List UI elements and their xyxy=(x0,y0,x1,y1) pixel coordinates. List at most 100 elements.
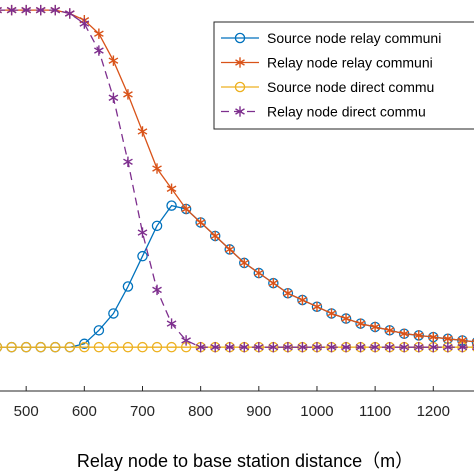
series-3-point xyxy=(108,341,119,353)
series-3-point xyxy=(93,341,105,353)
series-4-point xyxy=(457,341,468,353)
legend: Source node relay communi Relay node rela… xyxy=(213,21,474,130)
x-tick-label: 600 xyxy=(72,403,97,420)
series-line-4 xyxy=(0,9,474,348)
series-4-point xyxy=(384,341,395,353)
series-2-point xyxy=(428,331,439,343)
series-4-point xyxy=(108,92,119,103)
series-2-point xyxy=(370,321,380,333)
series-3-point xyxy=(151,341,163,353)
series-3-point xyxy=(0,342,3,352)
series-2-point xyxy=(152,163,162,174)
series-1-point xyxy=(122,281,134,292)
series-2-point xyxy=(326,308,337,319)
series-3-point xyxy=(64,341,76,353)
series-2-point xyxy=(399,328,410,339)
series-2-point xyxy=(283,288,293,299)
series-3-point xyxy=(122,341,134,353)
series-line-2 xyxy=(0,9,474,343)
series-4-point xyxy=(64,8,75,19)
series-2-point xyxy=(384,325,395,336)
series-4-point xyxy=(370,341,380,353)
series-2-point xyxy=(123,89,133,100)
series-2-point xyxy=(297,294,308,306)
series-4-point xyxy=(50,4,61,16)
series-4-point xyxy=(210,341,221,353)
series-4-point xyxy=(166,318,177,329)
x-tick-label: 900 xyxy=(246,403,271,420)
x-tick-label: 1100 xyxy=(359,403,391,420)
series-4-point xyxy=(137,227,148,238)
x-tick-label: 1200 xyxy=(417,403,450,420)
series-2-point xyxy=(253,267,264,279)
x-ticks: 500 600 700 800 900 1000 1100 1200 xyxy=(14,386,450,420)
series-4-point xyxy=(253,341,264,353)
series-3-point xyxy=(471,342,474,352)
series-4-point xyxy=(326,341,337,353)
series-4-point xyxy=(239,341,250,353)
legend-marker-3 xyxy=(234,81,246,93)
x-axis-label: Relay node to base station distance（m） xyxy=(77,451,413,471)
series-1-point xyxy=(166,200,177,211)
series-1-point xyxy=(108,308,119,319)
series-4-point xyxy=(123,156,133,167)
series-3-point xyxy=(137,341,148,353)
series-2-point xyxy=(108,55,119,66)
legend-box xyxy=(213,21,474,130)
series-4-point xyxy=(297,341,308,353)
x-tick-label: 1000 xyxy=(300,403,333,420)
series-3-point xyxy=(50,341,61,353)
series-2-point xyxy=(224,244,235,255)
series-4-point xyxy=(0,6,2,14)
series-4-point xyxy=(341,341,351,353)
series-4-point xyxy=(312,341,322,353)
legend-label-3: Source node direct commu xyxy=(267,79,434,95)
series-4-point xyxy=(94,45,104,56)
series-3-point xyxy=(20,341,32,353)
series-2-point xyxy=(341,313,351,324)
series-3-point xyxy=(79,341,90,353)
series-4-point xyxy=(413,341,424,353)
series-4-point xyxy=(195,341,206,353)
legend-label-4: Relay node direct commu xyxy=(267,104,426,120)
series-2-point xyxy=(166,183,177,194)
series-2-point xyxy=(94,28,104,39)
legend-items: Source node relay communi Relay node rela… xyxy=(221,30,441,120)
series-4-point xyxy=(399,341,410,353)
series-4-point xyxy=(283,341,293,353)
series-2-point xyxy=(413,330,424,341)
series-4-point xyxy=(355,341,366,353)
x-tick-label: 700 xyxy=(130,403,155,420)
series-4-point xyxy=(428,341,439,353)
legend-marker-4 xyxy=(235,106,245,117)
series-2-point xyxy=(355,318,366,329)
legend-label-1: Source node relay communi xyxy=(267,30,441,46)
series-4-point xyxy=(152,284,162,296)
legend-label-2: Relay node relay communi xyxy=(267,55,433,71)
series-4-point xyxy=(35,4,46,16)
series-4-point xyxy=(442,341,453,353)
series-3-point xyxy=(166,341,177,353)
series-layer xyxy=(0,4,474,353)
series-line-1 xyxy=(0,204,474,348)
series-2-point xyxy=(137,126,148,137)
series-1-point xyxy=(137,250,148,262)
series-1-point xyxy=(93,325,105,336)
series-4-point xyxy=(79,18,90,29)
series-2-point xyxy=(312,301,322,312)
series-4-point xyxy=(6,4,17,16)
series-4-point xyxy=(224,341,235,353)
x-tick-label: 800 xyxy=(188,403,213,420)
series-4-point xyxy=(21,4,32,16)
series-4-point xyxy=(181,335,191,346)
series-1-point xyxy=(79,338,90,350)
series-4-point xyxy=(268,341,279,353)
series-2-point xyxy=(195,217,206,228)
series-3-point xyxy=(6,341,17,353)
series-2-point xyxy=(239,257,250,269)
x-tick-label: 500 xyxy=(14,403,39,420)
series-2-point xyxy=(181,203,191,215)
series-3-point xyxy=(35,341,46,353)
legend-marker-2 xyxy=(235,57,245,68)
legend-marker-1 xyxy=(234,32,246,44)
